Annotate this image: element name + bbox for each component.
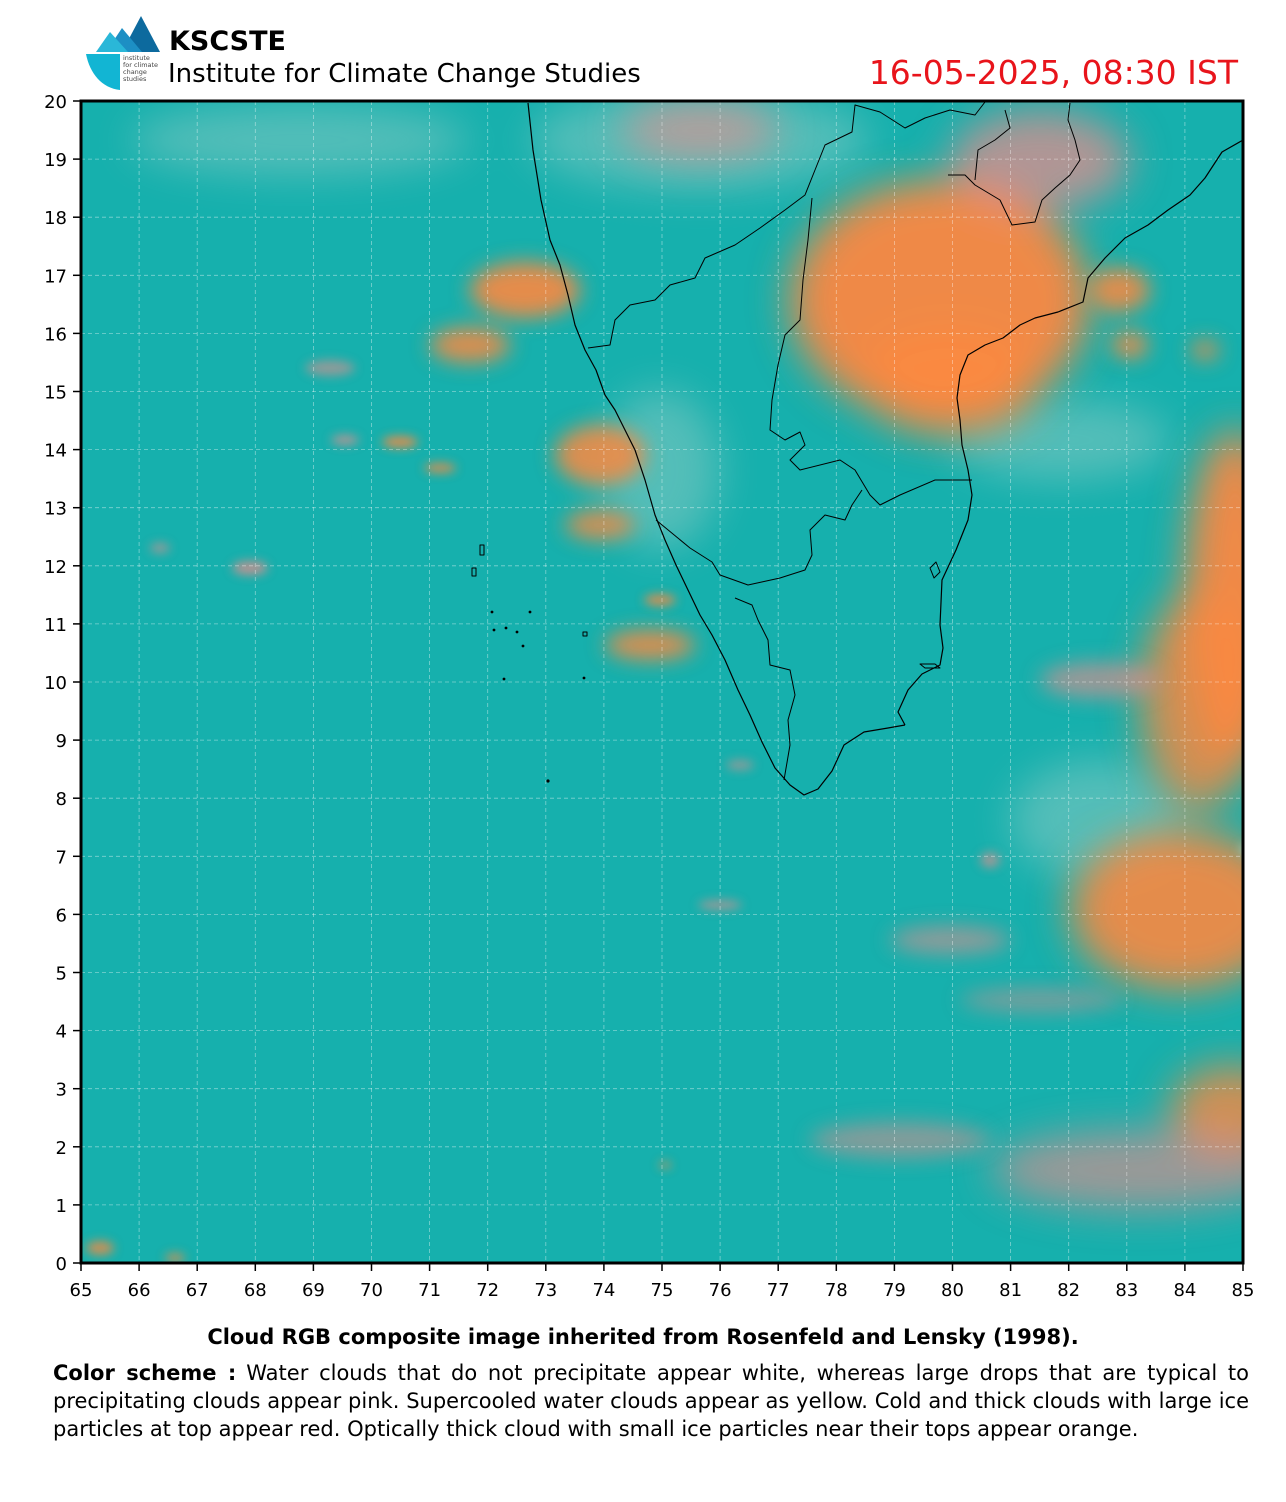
x-tick-label: 69 xyxy=(302,1280,325,1301)
cloud-rgb-map: 65 66 67 68 69 70 71 72 73 74 75 76 77 78 79 80 81 82 83 84… xyxy=(44,92,1254,1301)
x-tick-label: 65 xyxy=(70,1280,93,1301)
gridlines xyxy=(81,101,1243,1263)
kscste-logo: institute for climate change studies xyxy=(86,16,160,90)
y-tick-label: 2 xyxy=(56,1138,67,1159)
color-scheme-description: Color scheme : Water clouds that do not p… xyxy=(53,1359,1249,1443)
x-tick-label: 84 xyxy=(1173,1280,1196,1301)
state-boundary xyxy=(769,197,972,506)
x-tick-label: 85 xyxy=(1232,1280,1255,1301)
y-tick-label: 1 xyxy=(56,1196,67,1217)
y-tick-label: 14 xyxy=(44,441,67,462)
x-tick-label: 81 xyxy=(999,1280,1022,1301)
figure-caption: Cloud RGB composite image inherited from… xyxy=(207,1325,1079,1349)
y-tick-label: 12 xyxy=(44,557,67,578)
x-tick-label: 70 xyxy=(360,1280,383,1301)
y-tick-label: 8 xyxy=(56,789,67,810)
map-axes: 65 66 67 68 69 70 71 72 73 74 75 76 77 78 79 80 81 82 83 84… xyxy=(44,92,1254,1301)
coastline xyxy=(471,101,1243,796)
y-tick-label: 5 xyxy=(56,964,67,985)
x-tick-label: 78 xyxy=(825,1280,848,1301)
y-tick-label: 10 xyxy=(44,673,67,694)
lakshadweep-islands xyxy=(490,610,586,783)
state-boundary xyxy=(655,489,863,586)
x-tick-label: 75 xyxy=(651,1280,674,1301)
x-tick-label: 80 xyxy=(941,1280,964,1301)
india-west-coast xyxy=(527,102,906,796)
y-tick-label: 7 xyxy=(56,847,67,868)
y-tick-label: 15 xyxy=(44,383,67,404)
x-tick-label: 79 xyxy=(883,1280,906,1301)
x-tick-label: 82 xyxy=(1057,1280,1080,1301)
x-tick-label: 83 xyxy=(1115,1280,1138,1301)
y-tick-label: 16 xyxy=(44,324,67,345)
x-tick-label: 73 xyxy=(534,1280,557,1301)
y-tick-label: 19 xyxy=(44,150,67,171)
cloud-layer xyxy=(81,101,1243,1263)
y-tick-label: 3 xyxy=(56,1080,67,1101)
header: institute for climate change studies KSC… xyxy=(0,0,1286,96)
y-tick-label: 13 xyxy=(44,499,67,520)
x-tick-label: 77 xyxy=(767,1280,790,1301)
state-boundary xyxy=(587,101,986,349)
state-boundary xyxy=(734,597,796,781)
logo-text-line: change xyxy=(123,68,147,76)
x-tick-label: 68 xyxy=(244,1280,267,1301)
island xyxy=(919,663,941,669)
india-east-coast xyxy=(897,139,1243,726)
y-tick-label: 6 xyxy=(56,905,67,926)
x-tick-label: 71 xyxy=(418,1280,441,1301)
y-tick-label: 20 xyxy=(44,92,67,113)
org-subtitle: Institute for Climate Change Studies xyxy=(168,59,641,89)
state-boundary xyxy=(974,109,1011,181)
state-boundary xyxy=(948,102,1081,226)
y-tick-label: 9 xyxy=(56,731,67,752)
x-tick-label: 76 xyxy=(709,1280,732,1301)
color-scheme-text: Water clouds that do not precipitate app… xyxy=(53,1361,1249,1441)
y-tick-label: 18 xyxy=(44,208,67,229)
org-name: KSCSTE xyxy=(169,26,286,57)
x-tick-label: 74 xyxy=(592,1280,615,1301)
timestamp: 16-05-2025, 08:30 IST xyxy=(868,53,1238,92)
x-tick-label: 66 xyxy=(128,1280,151,1301)
island xyxy=(479,544,485,556)
x-tick-label: 72 xyxy=(476,1280,499,1301)
island xyxy=(471,567,477,577)
y-tick-label: 11 xyxy=(44,615,67,636)
y-tick-label: 4 xyxy=(56,1022,67,1043)
sri-lanka-tip xyxy=(929,561,941,579)
y-tick-label: 0 xyxy=(56,1254,67,1275)
color-scheme-label: Color scheme : xyxy=(53,1361,237,1385)
x-tick-label: 67 xyxy=(186,1280,209,1301)
logo-text-line: institute xyxy=(123,54,150,62)
logo-text-line: studies xyxy=(123,75,147,83)
y-tick-label: 17 xyxy=(44,266,67,287)
island xyxy=(582,631,588,637)
logo-text-line: for climate xyxy=(123,61,158,69)
